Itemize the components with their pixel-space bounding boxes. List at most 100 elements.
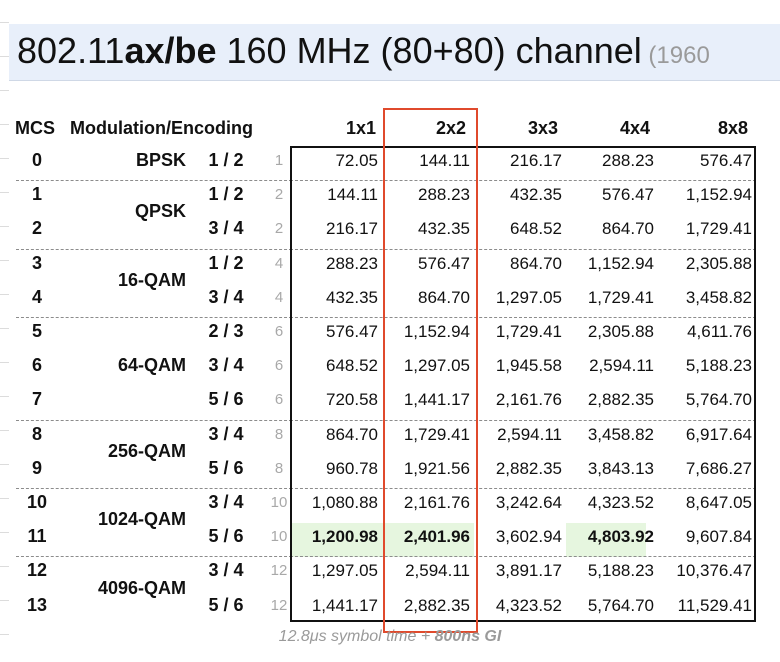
page-title: 802.11ax/be 160 MHz (80+80) channel (196… — [17, 30, 710, 71]
highlight-cell — [382, 523, 474, 558]
group-divider — [16, 488, 292, 489]
coding-rate: 3 / 4 — [208, 492, 244, 512]
gutter-line — [0, 498, 9, 499]
subcarrier-bits: 10 — [270, 528, 288, 546]
gutter-line — [0, 634, 9, 635]
modulation-label: 1024-QAM — [97, 509, 186, 530]
subcarrier-bits: 12 — [270, 562, 288, 580]
rate-cell: 6,917.64 — [685, 424, 752, 444]
rate-cell: 864.70 — [602, 219, 654, 239]
subcarrier-bits: 8 — [274, 459, 284, 477]
mcs-index: 1 — [31, 184, 42, 205]
coding-rate: 5 / 6 — [208, 594, 244, 615]
coding-rate: 5 / 6 — [208, 457, 244, 478]
rate-cell: 5,764.70 — [685, 390, 752, 410]
rate-cell: 576.47 — [602, 185, 654, 205]
rate-cell: 3,891.17 — [495, 561, 562, 581]
subcarrier-bits: 2 — [274, 186, 284, 204]
rate-cell: 648.52 — [510, 219, 562, 239]
rate-cell: 1,945.58 — [495, 356, 562, 376]
mcs-index: 7 — [31, 389, 42, 410]
rate-cell: 1,729.41 — [495, 322, 562, 341]
rate-cell: 10,376.47 — [676, 561, 752, 581]
gutter-line — [0, 260, 9, 261]
highlight-cell — [290, 523, 382, 558]
rate-cell: 2,305.88 — [685, 253, 752, 273]
coding-rate: 3 / 4 — [208, 560, 244, 581]
rate-cell: 3,458.82 — [685, 287, 752, 307]
rate-cell: 4,611.76 — [687, 322, 752, 341]
mcs-index: 0 — [31, 150, 42, 170]
coding-rate: 5 / 6 — [208, 389, 244, 410]
rate-cell: 216.17 — [510, 151, 562, 170]
gutter-line — [0, 226, 9, 227]
rate-cell: 432.35 — [510, 185, 562, 205]
modulation-label: 16-QAM — [117, 269, 186, 290]
mcs-index: 11 — [27, 526, 47, 547]
rate-cell: 4,803.92 — [587, 527, 654, 547]
subcarrier-bits: 4 — [274, 254, 284, 272]
rate-cell: 1,297.05 — [311, 561, 378, 581]
gutter-line — [0, 362, 9, 363]
coding-rate: 2 / 3 — [208, 321, 244, 341]
rate-cell: 1,921.56 — [403, 458, 470, 478]
table-border — [290, 146, 756, 622]
group-divider — [290, 180, 756, 182]
mcs-index: 2 — [31, 218, 42, 239]
rate-cell: 72.05 — [335, 151, 378, 170]
group-divider — [290, 248, 756, 250]
rate-cell: 216.17 — [326, 219, 378, 239]
coding-rate: 3 / 4 — [208, 286, 244, 307]
mcs-index: 6 — [31, 355, 42, 376]
subcarrier-bits: 2 — [274, 220, 284, 238]
gutter-line — [0, 566, 9, 567]
coding-rate: 1 / 2 — [208, 184, 244, 205]
header-modulation: Modulation/Encoding — [70, 118, 253, 138]
header-8x8: 8x8 — [718, 118, 749, 138]
rate-cell: 11,529.41 — [677, 595, 752, 615]
header-2x2: 2x2 — [436, 118, 467, 138]
subcarrier-bits: 1 — [274, 152, 284, 169]
mcs-index: 4 — [31, 286, 42, 307]
rate-cell: 576.47 — [418, 253, 470, 273]
rate-cell: 2,882.35 — [495, 458, 562, 478]
rate-cell: 3,242.64 — [495, 493, 562, 512]
group-divider — [290, 317, 756, 318]
gutter-line — [0, 396, 9, 397]
gutter-line — [0, 328, 9, 329]
rate-cell: 2,882.35 — [403, 595, 470, 615]
rate-cell: 1,729.41 — [587, 287, 654, 307]
highlight-cell — [566, 523, 646, 558]
header-mcs: MCS — [15, 118, 55, 138]
rate-cell: 144.11 — [419, 151, 470, 170]
coding-rate: 1 / 2 — [208, 252, 244, 273]
rate-cell: 1,152.94 — [685, 185, 752, 205]
mcs-index: 5 — [31, 321, 42, 341]
gutter-line — [0, 600, 9, 601]
rate-cell: 288.23 — [602, 151, 654, 170]
title-bar: 802.11ax/be 160 MHz (80+80) channel (196… — [9, 24, 780, 81]
rate-cell: 1,441.17 — [311, 595, 378, 615]
mcs-index: 12 — [26, 560, 48, 581]
gutter-line — [0, 124, 9, 125]
gutter-line — [0, 192, 9, 193]
footer-note: 12.8μs symbol time + 800ns GI — [278, 628, 502, 645]
coding-rate: 1 / 2 — [208, 150, 244, 170]
rate-cell: 2,882.35 — [587, 390, 654, 410]
modulation-label: 64-QAM — [117, 355, 186, 376]
rate-cell: 5,188.23 — [685, 356, 752, 376]
mcs-index: 9 — [31, 457, 42, 478]
rate-cell: 288.23 — [418, 185, 470, 205]
group-divider — [16, 317, 292, 318]
mcs-index: 10 — [26, 492, 48, 512]
rate-cell: 4,323.52 — [587, 493, 654, 512]
rate-cell: 864.70 — [510, 253, 562, 273]
rate-cell: 7,686.27 — [685, 458, 752, 478]
coding-rate: 3 / 4 — [208, 355, 244, 376]
rate-cell: 2,305.88 — [587, 322, 654, 341]
modulation-label: BPSK — [135, 150, 186, 170]
rate-cell: 864.70 — [418, 287, 470, 307]
group-divider — [16, 419, 292, 421]
rate-cell: 960.78 — [326, 458, 378, 478]
header-1x1: 1x1 — [346, 118, 377, 138]
